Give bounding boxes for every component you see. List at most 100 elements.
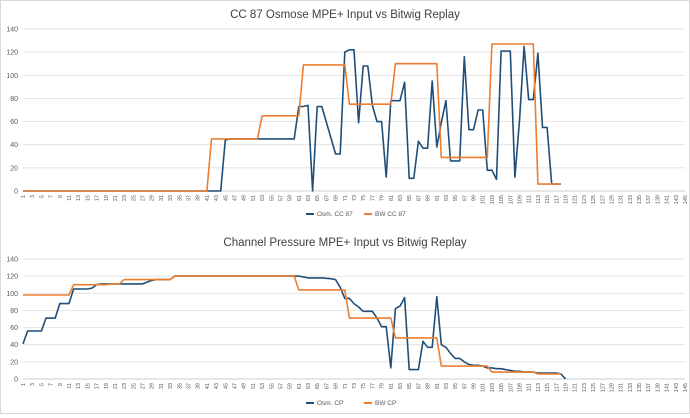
x-tick-label: 33: [168, 195, 174, 201]
x-tick-label: 141: [665, 383, 671, 392]
series-lines: [23, 43, 561, 192]
x-tick-label: 123: [582, 195, 588, 204]
x-tick-label: 111: [527, 195, 533, 203]
x-tick-label: 9: [58, 383, 64, 386]
y-tick-label: 20: [10, 165, 18, 172]
y-tick-label: 40: [10, 142, 18, 149]
x-tick-label: 21: [113, 195, 119, 201]
chart-channel-pressure: Channel Pressure MPE+ Input vs Bitwig Re…: [6, 237, 689, 407]
x-tick-label: 139: [655, 195, 661, 204]
x-tick-label: 35: [177, 383, 183, 389]
x-tick-label: 49: [242, 383, 248, 389]
x-tick-label: 105: [499, 383, 505, 392]
x-tick-label: 49: [242, 195, 248, 201]
x-tick-label: 133: [628, 383, 634, 392]
x-tick-label: 119: [563, 195, 569, 204]
y-tick-label: 140: [6, 257, 18, 264]
x-tick-label: 35: [177, 195, 183, 201]
x-tick-label: 101: [481, 383, 487, 392]
x-tick-label: 83: [398, 383, 404, 389]
x-tick-label: 65: [315, 383, 321, 389]
x-tick-label: 33: [168, 383, 174, 389]
x-tick-label: 93: [444, 195, 450, 201]
x-tick-label: 13: [76, 383, 82, 389]
x-tick-label: 23: [122, 195, 128, 201]
x-tick-label: 41: [205, 383, 211, 389]
series-line-bw: [23, 43, 561, 192]
series-line-osm: [22, 275, 567, 380]
x-tick-label: 31: [159, 195, 165, 201]
x-tick-label: 1: [21, 383, 27, 386]
x-tick-label: 47: [232, 195, 238, 201]
x-tick-label: 61: [297, 195, 303, 201]
x-tick-label: 89: [426, 195, 432, 201]
x-tick-label: 119: [563, 383, 569, 392]
y-tick-label: 120: [6, 274, 18, 281]
legend-label-osm: Osm. CP: [317, 400, 343, 407]
x-tick-label: 43: [214, 195, 220, 201]
x-tick-label: 59: [288, 195, 294, 201]
x-tick-label: 45: [223, 383, 229, 389]
x-tick-label: 53: [260, 195, 266, 201]
x-tick-label: 5: [39, 195, 45, 198]
y-tick-label: 20: [10, 359, 18, 366]
x-tick-label: 11: [67, 195, 73, 201]
x-tick-label: 63: [306, 195, 312, 201]
x-tick-label: 95: [453, 383, 459, 389]
x-tick-label: 135: [637, 195, 643, 204]
x-tick-label: 81: [389, 383, 395, 389]
x-tick-label: 93: [444, 383, 450, 389]
x-tick-label: 117: [554, 383, 560, 392]
y-tick-label: 60: [10, 119, 18, 126]
x-tick-label: 75: [361, 383, 367, 389]
x-tick-label: 37: [187, 195, 193, 201]
x-tick-label: 95: [453, 195, 459, 201]
x-tick-label: 57: [278, 195, 284, 201]
x-tick-label: 135: [637, 383, 643, 392]
x-tick-label: 107: [508, 383, 514, 392]
y-axis-ticks: 0 20 40 60 80 100 120 140: [6, 27, 18, 196]
x-tick-label: 11: [67, 383, 73, 389]
y-tick-label: 80: [10, 96, 18, 103]
x-tick-label: 39: [196, 383, 202, 389]
x-tick-label: 137: [646, 195, 652, 204]
x-tick-label: 91: [435, 383, 441, 389]
x-tick-label: 91: [435, 195, 441, 201]
x-tick-label: 83: [398, 195, 404, 201]
x-tick-label: 67: [324, 383, 330, 389]
x-tick-label: 129: [609, 195, 615, 204]
x-tick-label: 97: [462, 383, 468, 389]
x-tick-label: 75: [361, 195, 367, 201]
x-tick-label: 37: [187, 383, 193, 389]
x-tick-label: 51: [251, 383, 257, 389]
legend-label-bw: BW CC 87: [375, 211, 406, 218]
x-tick-label: 125: [591, 383, 597, 392]
x-tick-label: 129: [609, 383, 615, 392]
x-tick-label: 81: [389, 195, 395, 201]
x-tick-label: 103: [490, 195, 496, 204]
chart-title: Channel Pressure MPE+ Input vs Bitwig Re…: [223, 237, 466, 249]
legend-label-bw: BW CP: [375, 400, 396, 407]
x-tick-label: 71: [343, 383, 349, 389]
x-tick-label: 143: [674, 195, 680, 204]
x-tick-label: 15: [85, 195, 91, 201]
x-tick-label: 7: [49, 383, 55, 386]
x-tick-label: 137: [646, 383, 652, 392]
x-tick-label: 127: [600, 195, 606, 204]
x-tick-label: 55: [269, 195, 275, 201]
x-axis-ticks: 1 3 5 7 9 11 13 15 17 19 21 23 25 27 29 31 33 35 37 39 41 43 4…: [21, 383, 689, 392]
x-tick-label: 143: [674, 383, 680, 392]
x-tick-label: 59: [288, 383, 294, 389]
y-tick-label: 140: [6, 27, 18, 34]
x-tick-label: 73: [352, 195, 358, 201]
x-tick-label: 105: [499, 195, 505, 204]
x-tick-label: 19: [104, 383, 110, 389]
x-tick-label: 29: [150, 383, 156, 389]
x-tick-label: 25: [131, 383, 137, 389]
x-tick-label: 141: [665, 195, 671, 204]
x-tick-label: 85: [407, 383, 413, 389]
x-tick-label: 15: [85, 383, 91, 389]
x-tick-label: 99: [472, 195, 478, 201]
x-tick-label: 127: [600, 383, 606, 392]
x-tick-label: 97: [462, 195, 468, 201]
